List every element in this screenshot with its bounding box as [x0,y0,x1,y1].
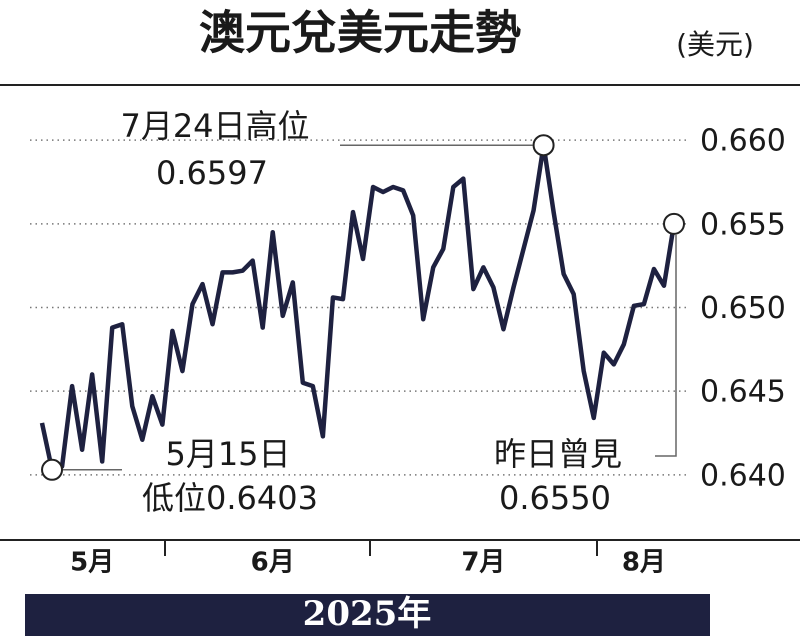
chart-title: 澳元兌美元走勢 [199,6,521,60]
x-tick-label: 7月 [461,548,505,578]
point-marker [532,134,555,157]
annotation-value: 0.6550 [499,479,611,517]
price-line [39,142,677,473]
point-marker [663,212,685,235]
y-tick-label: 0.640 [700,458,786,493]
y-tick-label: 0.645 [700,375,786,410]
year-label: 2025年 [303,594,432,634]
annotation-label: 7月24日高位 [120,107,309,145]
x-tick-label: 8月 [622,548,666,578]
y-tick-label: 0.650 [700,291,786,326]
annotation-label: 5月15日 [165,435,290,473]
annotation-label: 昨日曾見 [494,435,622,473]
annotation-value: 0.6597 [156,154,268,192]
unit-label: (美元) [676,28,754,61]
point-marker [41,458,64,481]
y-tick-label: 0.655 [700,207,786,242]
x-tick-label: 5月 [70,548,114,578]
leader-line [655,234,677,457]
year-bar [25,594,710,636]
y-tick-label: 0.660 [700,124,786,159]
annotation-value: 低位0.6403 [142,479,318,517]
x-tick-label: 6月 [251,548,295,578]
